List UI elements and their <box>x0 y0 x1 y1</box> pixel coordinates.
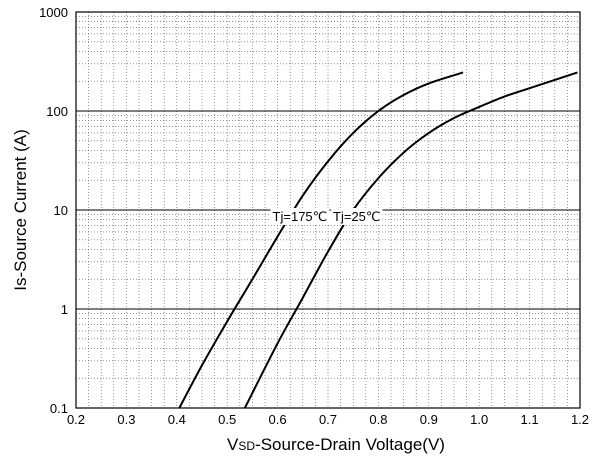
y-tick-label: 100 <box>46 104 68 119</box>
x-tick-label: 0.4 <box>168 412 186 427</box>
series-line-tj25 <box>243 71 578 409</box>
curve-label: Tj=25℃ <box>333 209 380 224</box>
x-tick-label: 0.2 <box>67 412 85 427</box>
y-tick-label: 1 <box>61 302 68 317</box>
series-layer <box>178 71 578 409</box>
x-axis-title-prefix: V <box>227 435 239 454</box>
x-tick-label: 1.2 <box>571 412 589 427</box>
x-axis-title: VSD-Source-Drain Voltage(V) <box>227 435 445 454</box>
tick-labels: 0.2 0.3 0.4 0.5 0.6 0.7 0.8 0.9 1.0 1.1 1.2 0.1 1 10 1… <box>39 5 589 427</box>
curve-label: Tj=175℃ <box>273 209 328 224</box>
x-tick-label: 0.8 <box>369 412 387 427</box>
grid <box>75 11 581 409</box>
x-tick-label: 0.7 <box>319 412 337 427</box>
x-tick-label: 0.9 <box>420 412 438 427</box>
series-line-tj175 <box>178 71 464 409</box>
plot-frame <box>75 11 581 409</box>
curve-label-background <box>331 207 383 225</box>
plot-border <box>75 11 581 409</box>
y-tick-label: 10 <box>54 203 68 218</box>
y-axis-title: Is-Source Current (A) <box>11 129 30 291</box>
y-tick-label: 0.1 <box>50 401 68 416</box>
x-tick-label: 0.6 <box>269 412 287 427</box>
x-tick-label: 0.3 <box>117 412 135 427</box>
curve-label-background <box>270 207 330 225</box>
x-tick-label: 0.5 <box>218 412 236 427</box>
x-axis-title-rest: -Source-Drain Voltage(V) <box>255 435 445 454</box>
annotations: Tj=175℃ Tj=25℃ <box>270 207 383 225</box>
x-tick-label: 1.0 <box>470 412 488 427</box>
x-axis-title-subscript: SD <box>238 439 255 453</box>
y-tick-label: 1000 <box>39 5 68 20</box>
x-tick-label: 1.1 <box>521 412 539 427</box>
